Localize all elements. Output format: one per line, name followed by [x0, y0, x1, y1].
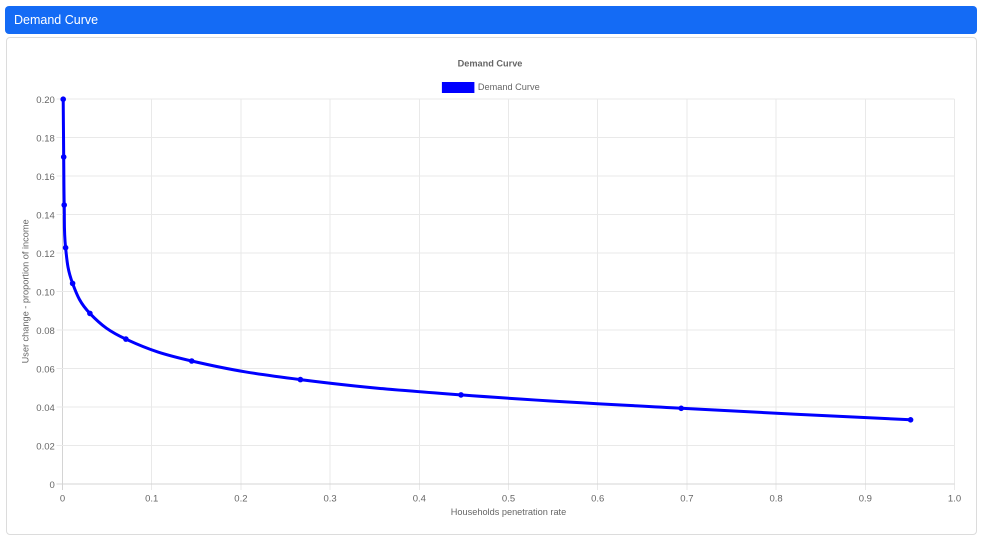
svg-text:0.5: 0.5	[502, 493, 515, 504]
svg-text:0.08: 0.08	[36, 326, 55, 337]
svg-text:Demand Curve: Demand Curve	[458, 58, 523, 68]
svg-text:0.6: 0.6	[591, 493, 604, 504]
svg-text:0.3: 0.3	[323, 493, 336, 504]
svg-text:0.9: 0.9	[859, 493, 872, 504]
svg-text:0.4: 0.4	[413, 493, 426, 504]
svg-text:0.2: 0.2	[234, 493, 247, 504]
svg-text:0.8: 0.8	[769, 493, 782, 504]
svg-text:0.04: 0.04	[36, 403, 55, 414]
svg-text:0.06: 0.06	[36, 365, 55, 376]
svg-text:0: 0	[50, 480, 55, 491]
svg-text:0.16: 0.16	[36, 172, 55, 183]
svg-text:Demand Curve: Demand Curve	[478, 82, 540, 92]
svg-text:0.1: 0.1	[145, 493, 158, 504]
svg-text:0: 0	[60, 493, 65, 504]
svg-text:0.12: 0.12	[36, 249, 55, 260]
svg-text:1.0: 1.0	[948, 493, 961, 504]
svg-text:0.18: 0.18	[36, 134, 55, 145]
svg-text:0.7: 0.7	[680, 493, 693, 504]
svg-text:0.14: 0.14	[36, 211, 55, 222]
svg-text:User change - proportion of in: User change - proportion of income	[21, 219, 31, 363]
svg-text:0.20: 0.20	[36, 95, 55, 106]
svg-text:0.10: 0.10	[36, 288, 55, 299]
svg-text:0.02: 0.02	[36, 442, 55, 453]
svg-text:Households penetration rate: Households penetration rate	[451, 507, 566, 517]
